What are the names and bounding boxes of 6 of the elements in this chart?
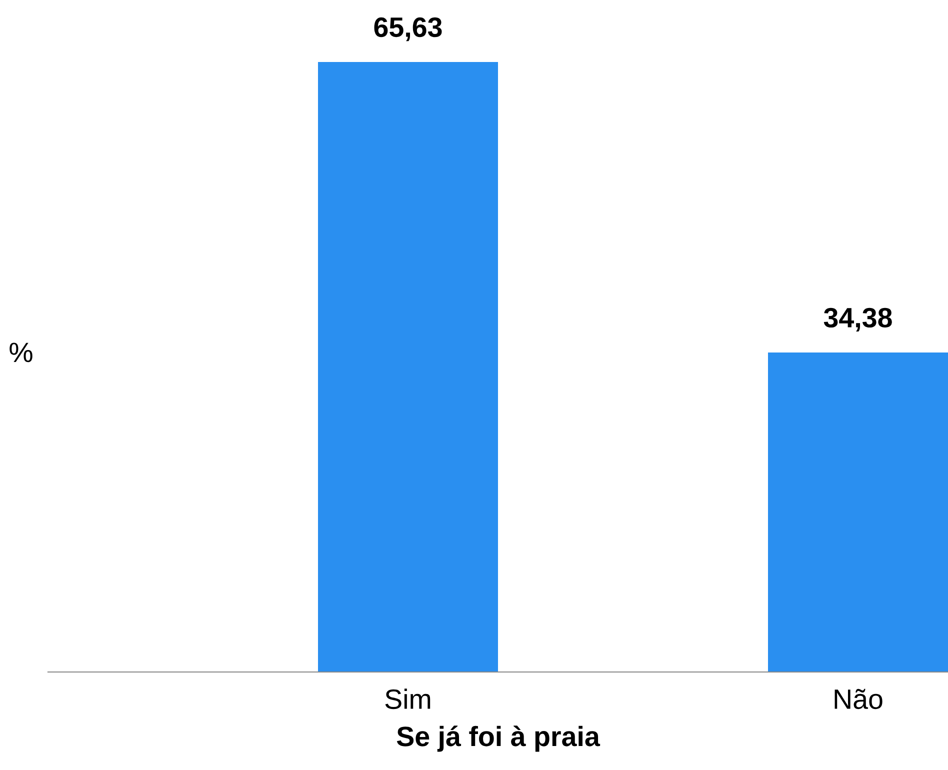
x-axis-title: Se já foi à praia: [396, 726, 600, 752]
y-axis-title: %: [10, 342, 32, 362]
x-tick-label: Não: [834, 688, 882, 710]
data-label: 65,63: [374, 17, 442, 42]
x-tick-label: Sim: [385, 688, 430, 710]
data-label: 34,38: [824, 308, 892, 332]
